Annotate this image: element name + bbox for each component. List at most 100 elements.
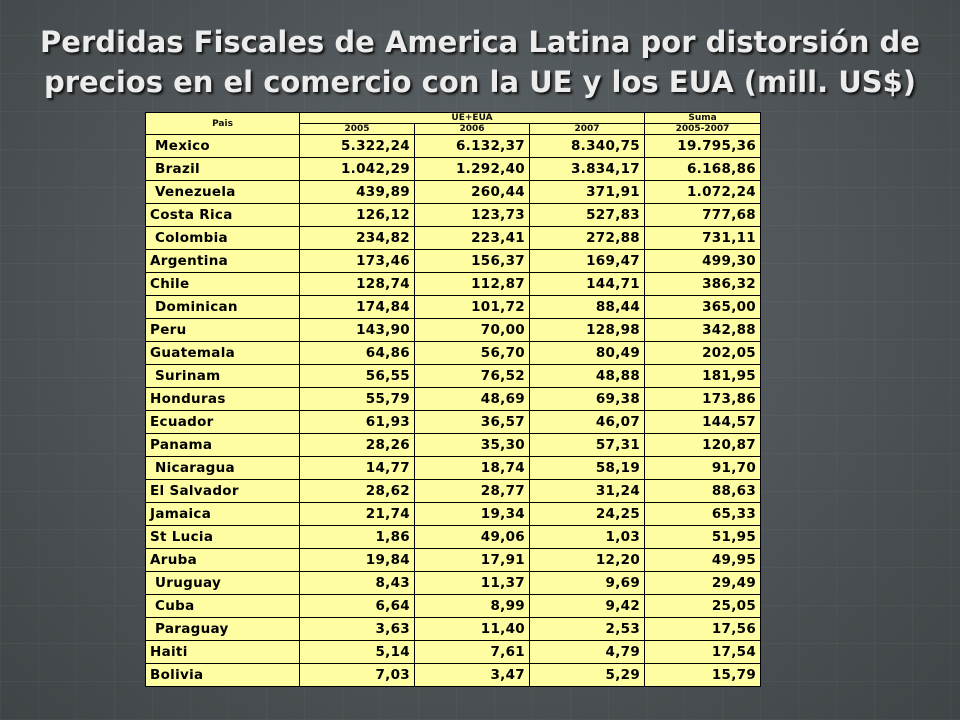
table-row: Venezuela 439,89 260,44 371,91 1.072,24 bbox=[145, 180, 762, 204]
table-row: Chile 128,74 112,87 144,71 386,32 bbox=[145, 272, 762, 296]
table-row: Costa Rica 126,12 123,73 527,83 777,68 bbox=[145, 203, 762, 227]
table-row: St Lucia 1,86 49,06 1,03 51,95 bbox=[145, 525, 762, 549]
cell-country: Uruguay bbox=[145, 571, 300, 595]
cell-2005: 14,77 bbox=[299, 456, 415, 480]
cell-2005: 28,26 bbox=[299, 433, 415, 457]
cell-total-2005-2007: 365,00 bbox=[644, 295, 762, 319]
cell-2006: 156,37 bbox=[414, 249, 530, 273]
cell-country: Aruba bbox=[145, 548, 300, 572]
cell-2005: 126,12 bbox=[299, 203, 415, 227]
cell-2007: 272,88 bbox=[528, 226, 646, 250]
table-row: Brazil 1.042,29 1.292,40 3.834,17 6.168,86 bbox=[145, 157, 762, 181]
cell-total-2005-2007: 15,79 bbox=[644, 663, 762, 687]
table-row: Honduras 55,79 48,69 69,38 173,86 bbox=[145, 387, 762, 411]
table-row: Dominican 174,84 101,72 88,44 365,00 bbox=[145, 295, 762, 319]
cell-2006: 101,72 bbox=[414, 295, 530, 319]
cell-2005: 128,74 bbox=[299, 272, 415, 296]
cell-2006: 28,77 bbox=[414, 479, 530, 503]
cell-2006: 19,34 bbox=[414, 502, 530, 526]
cell-2007: 57,31 bbox=[528, 433, 646, 457]
cell-2006: 76,52 bbox=[414, 364, 530, 388]
cell-country: Paraguay bbox=[145, 617, 300, 641]
cell-2006: 11,37 bbox=[414, 571, 530, 595]
header-2006: 2006 bbox=[414, 123, 530, 135]
cell-country: Surinam bbox=[145, 364, 300, 388]
header-row-groups: Pais UE+EUA Suma bbox=[145, 112, 762, 135]
cell-2007: 31,24 bbox=[528, 479, 646, 503]
table-row: Colombia 234,82 223,41 272,88 731,11 bbox=[145, 226, 762, 250]
cell-country: Bolivia bbox=[145, 663, 300, 687]
cell-total-2005-2007: 777,68 bbox=[644, 203, 762, 227]
table-row: Aruba 19,84 17,91 12,20 49,95 bbox=[145, 548, 762, 572]
cell-2007: 144,71 bbox=[528, 272, 646, 296]
cell-2005: 55,79 bbox=[299, 387, 415, 411]
cell-total-2005-2007: 342,88 bbox=[644, 318, 762, 342]
cell-total-2005-2007: 17,54 bbox=[644, 640, 762, 664]
cell-2007: 48,88 bbox=[528, 364, 646, 388]
cell-2006: 48,69 bbox=[414, 387, 530, 411]
cell-total-2005-2007: 731,11 bbox=[644, 226, 762, 250]
fiscal-losses-table: Pais UE+EUA Suma 2005 2006 2007 2005-200… bbox=[145, 112, 762, 687]
cell-country: Argentina bbox=[145, 249, 300, 273]
cell-2005: 173,46 bbox=[299, 249, 415, 273]
cell-total-2005-2007: 65,33 bbox=[644, 502, 762, 526]
header-row-years: 2005 2006 2007 2005-2007 bbox=[146, 123, 762, 135]
cell-2006: 56,70 bbox=[414, 341, 530, 365]
table-row: Argentina 173,46 156,37 169,47 499,30 bbox=[145, 249, 762, 273]
cell-country: Haiti bbox=[145, 640, 300, 664]
table-row: Jamaica 21,74 19,34 24,25 65,33 bbox=[145, 502, 762, 526]
table-row: Mexico 5.322,24 6.132,37 8.340,75 19.795,36 bbox=[145, 134, 762, 158]
cell-2006: 18,74 bbox=[414, 456, 530, 480]
cell-country: Dominican bbox=[145, 295, 300, 319]
page-title: Perdidas Fiscales de America Latina por … bbox=[20, 22, 940, 102]
cell-2007: 80,49 bbox=[528, 341, 646, 365]
cell-country: Ecuador bbox=[145, 410, 300, 434]
table-row: Surinam 56,55 76,52 48,88 181,95 bbox=[145, 364, 762, 388]
header-country: Pais bbox=[145, 112, 300, 135]
cell-2007: 69,38 bbox=[528, 387, 646, 411]
cell-2005: 3,63 bbox=[299, 617, 415, 641]
header-suma: Suma bbox=[644, 112, 762, 124]
header-2007: 2007 bbox=[528, 123, 646, 135]
cell-2005: 174,84 bbox=[299, 295, 415, 319]
table-row: El Salvador 28,62 28,77 31,24 88,63 bbox=[145, 479, 762, 503]
cell-2005: 1.042,29 bbox=[299, 157, 415, 181]
cell-2005: 64,86 bbox=[299, 341, 415, 365]
cell-2006: 17,91 bbox=[414, 548, 530, 572]
cell-country: Honduras bbox=[145, 387, 300, 411]
cell-2007: 128,98 bbox=[528, 318, 646, 342]
table-body: Mexico 5.322,24 6.132,37 8.340,75 19.795,36 … bbox=[145, 134, 762, 687]
cell-2005: 5.322,24 bbox=[299, 134, 415, 158]
cell-2007: 527,83 bbox=[528, 203, 646, 227]
cell-2005: 21,74 bbox=[299, 502, 415, 526]
cell-2007: 24,25 bbox=[528, 502, 646, 526]
cell-country: Colombia bbox=[145, 226, 300, 250]
cell-2005: 19,84 bbox=[299, 548, 415, 572]
cell-2006: 260,44 bbox=[414, 180, 530, 204]
cell-2007: 9,42 bbox=[528, 594, 646, 618]
cell-2005: 56,55 bbox=[299, 364, 415, 388]
cell-total-2005-2007: 181,95 bbox=[644, 364, 762, 388]
cell-2007: 88,44 bbox=[528, 295, 646, 319]
cell-total-2005-2007: 6.168,86 bbox=[644, 157, 762, 181]
cell-2006: 36,57 bbox=[414, 410, 530, 434]
cell-2006: 123,73 bbox=[414, 203, 530, 227]
header-2005-2007: 2005-2007 bbox=[644, 123, 762, 135]
cell-2007: 58,19 bbox=[528, 456, 646, 480]
cell-2005: 1,86 bbox=[299, 525, 415, 549]
table-row: Haiti 5,14 7,61 4,79 17,54 bbox=[145, 640, 762, 664]
cell-country: Nicaragua bbox=[145, 456, 300, 480]
cell-2006: 223,41 bbox=[414, 226, 530, 250]
cell-2005: 439,89 bbox=[299, 180, 415, 204]
cell-total-2005-2007: 88,63 bbox=[644, 479, 762, 503]
table-row: Uruguay 8,43 11,37 9,69 29,49 bbox=[145, 571, 762, 595]
cell-2007: 8.340,75 bbox=[528, 134, 646, 158]
cell-2006: 112,87 bbox=[414, 272, 530, 296]
cell-country: Guatemala bbox=[145, 341, 300, 365]
header-2005: 2005 bbox=[299, 123, 415, 135]
cell-2006: 70,00 bbox=[414, 318, 530, 342]
cell-2005: 234,82 bbox=[299, 226, 415, 250]
cell-2007: 4,79 bbox=[528, 640, 646, 664]
cell-total-2005-2007: 25,05 bbox=[644, 594, 762, 618]
cell-country: Venezuela bbox=[145, 180, 300, 204]
